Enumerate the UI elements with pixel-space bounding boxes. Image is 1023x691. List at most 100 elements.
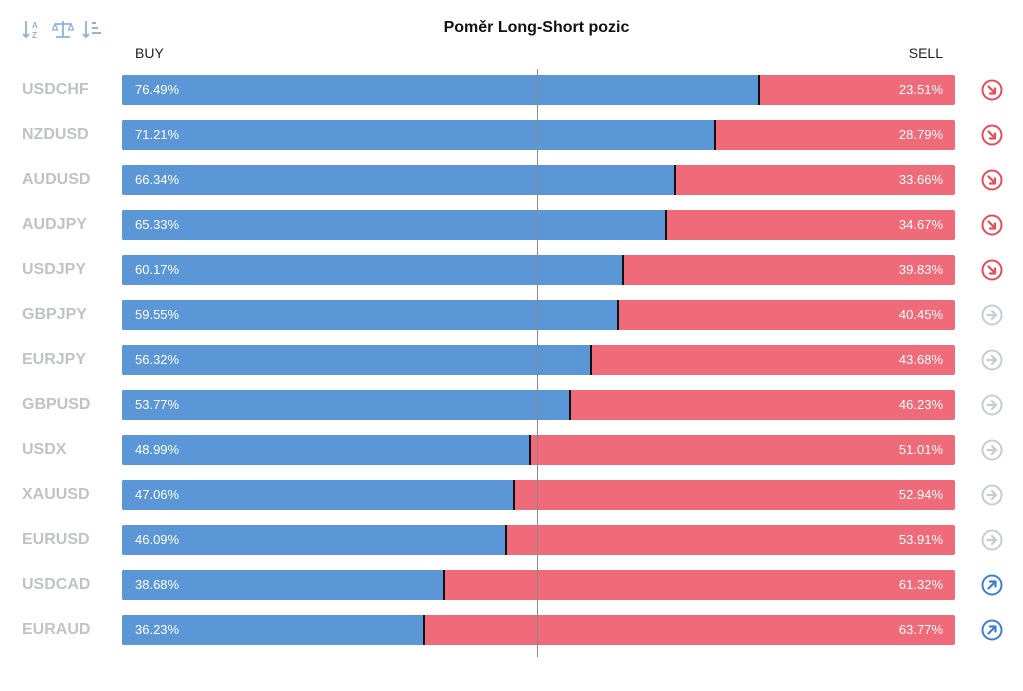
symbol-label[interactable]: AUDJPY	[22, 216, 87, 233]
ratio-row: EURUSD 46.09% 53.91%	[0, 525, 1023, 555]
sell-bar[interactable]: 59.55% 40.45%	[122, 300, 955, 330]
sell-percentage: 40.45%	[898, 307, 943, 322]
buy-bar	[122, 345, 591, 375]
buy-bar	[122, 165, 675, 195]
ratio-divider	[513, 480, 515, 510]
sell-percentage: 23.51%	[898, 82, 943, 97]
fifty-percent-line	[537, 69, 538, 657]
buy-percentage: 53.77%	[135, 397, 180, 412]
ratio-divider	[443, 570, 445, 600]
ratio-divider	[529, 435, 531, 465]
buy-bar	[122, 480, 514, 510]
balance-icon[interactable]	[52, 18, 74, 40]
ratio-divider	[665, 210, 667, 240]
trend-down-icon[interactable]	[981, 169, 1003, 191]
sell-bar[interactable]: 48.99% 51.01%	[122, 435, 955, 465]
symbol-label[interactable]: USDJPY	[22, 261, 87, 278]
symbol-label[interactable]: USDX	[22, 441, 67, 458]
trend-neutral-icon[interactable]	[981, 529, 1003, 551]
trend-neutral-icon[interactable]	[981, 394, 1003, 416]
trend-up-icon[interactable]	[981, 574, 1003, 596]
trend-neutral-icon[interactable]	[981, 484, 1003, 506]
buy-percentage: 71.21%	[135, 127, 180, 142]
page-title: Poměr Long-Short pozic	[443, 19, 630, 36]
symbol-label[interactable]: GBPUSD	[22, 396, 91, 413]
ratio-row: USDX 48.99% 51.01%	[0, 435, 1023, 465]
trend-down-icon[interactable]	[981, 214, 1003, 236]
sell-bar[interactable]: 56.32% 43.68%	[122, 345, 955, 375]
sell-bar[interactable]: 47.06% 52.94%	[122, 480, 955, 510]
buy-bar	[122, 255, 623, 285]
sell-bar[interactable]: 60.17% 39.83%	[122, 255, 955, 285]
ratio-divider	[622, 255, 624, 285]
sell-percentage: 61.32%	[898, 577, 943, 592]
svg-text:A: A	[32, 21, 38, 30]
trend-down-icon[interactable]	[981, 79, 1003, 101]
ratio-row: NZDUSD 71.21% 28.79%	[0, 120, 1023, 150]
ratio-divider	[505, 525, 507, 555]
ratio-row: EURJPY 56.32% 43.68%	[0, 345, 1023, 375]
buy-bar	[122, 390, 570, 420]
symbol-label[interactable]: GBPJPY	[22, 306, 87, 323]
buy-percentage: 36.23%	[135, 622, 180, 637]
buy-bar	[122, 570, 444, 600]
sell-percentage: 53.91%	[898, 532, 943, 547]
ratio-row: AUDUSD 66.34% 33.66%	[0, 165, 1023, 195]
ratio-divider	[423, 615, 425, 645]
sell-percentage: 51.01%	[898, 442, 943, 457]
buy-bar	[122, 300, 618, 330]
ratio-row: USDCHF 76.49% 23.51%	[0, 75, 1023, 105]
buy-percentage: 66.34%	[135, 172, 180, 187]
symbol-label[interactable]: EURAUD	[22, 621, 91, 638]
ratio-row: USDJPY 60.17% 39.83%	[0, 255, 1023, 285]
trend-neutral-icon[interactable]	[981, 304, 1003, 326]
buy-column-label: BUY	[135, 45, 164, 61]
sell-percentage: 63.77%	[898, 622, 943, 637]
buy-percentage: 56.32%	[135, 352, 180, 367]
ratio-row: USDCAD 38.68% 61.32%	[0, 570, 1023, 600]
sell-percentage: 33.66%	[898, 172, 943, 187]
sell-bar[interactable]: 53.77% 46.23%	[122, 390, 955, 420]
symbol-label[interactable]: EURUSD	[22, 531, 90, 548]
sell-bar[interactable]: 76.49% 23.51%	[122, 75, 955, 105]
symbol-label[interactable]: EURJPY	[22, 351, 87, 368]
trend-neutral-icon[interactable]	[981, 349, 1003, 371]
ratio-row: AUDJPY 65.33% 34.67%	[0, 210, 1023, 240]
ratio-divider	[617, 300, 619, 330]
symbol-label[interactable]: USDCAD	[22, 576, 91, 593]
sell-bar[interactable]: 65.33% 34.67%	[122, 210, 955, 240]
trend-down-icon[interactable]	[981, 259, 1003, 281]
ratio-row: GBPUSD 53.77% 46.23%	[0, 390, 1023, 420]
sell-column-label: SELL	[908, 45, 943, 61]
ratio-divider	[758, 75, 760, 105]
sell-bar[interactable]: 46.09% 53.91%	[122, 525, 955, 555]
trend-neutral-icon[interactable]	[981, 439, 1003, 461]
buy-percentage: 60.17%	[135, 262, 180, 277]
symbol-label[interactable]: NZDUSD	[22, 126, 89, 143]
ratio-divider	[590, 345, 592, 375]
buy-bar	[122, 120, 715, 150]
buy-bar	[122, 75, 759, 105]
sell-percentage: 39.83%	[898, 262, 943, 277]
sell-percentage: 43.68%	[898, 352, 943, 367]
sell-bar[interactable]: 38.68% 61.32%	[122, 570, 955, 600]
symbol-label[interactable]: XAUUSD	[22, 486, 90, 503]
trend-up-icon[interactable]	[981, 619, 1003, 641]
buy-bar	[122, 615, 424, 645]
ratio-divider	[569, 390, 571, 420]
sell-bar[interactable]: 71.21% 28.79%	[122, 120, 955, 150]
buy-percentage: 59.55%	[135, 307, 180, 322]
sell-percentage: 46.23%	[898, 397, 943, 412]
ratio-divider	[714, 120, 716, 150]
sell-bar[interactable]: 66.34% 33.66%	[122, 165, 955, 195]
ratio-row: EURAUD 36.23% 63.77%	[0, 615, 1023, 645]
svg-text:Z: Z	[32, 31, 37, 40]
sell-bar[interactable]: 36.23% 63.77%	[122, 615, 955, 645]
buy-percentage: 65.33%	[135, 217, 180, 232]
toolbar: A Z	[22, 18, 104, 40]
sort-alpha-icon[interactable]: A Z	[22, 18, 44, 40]
symbol-label[interactable]: AUDUSD	[22, 171, 91, 188]
trend-down-icon[interactable]	[981, 124, 1003, 146]
sort-amount-icon[interactable]	[82, 18, 104, 40]
symbol-label[interactable]: USDCHF	[22, 81, 89, 98]
